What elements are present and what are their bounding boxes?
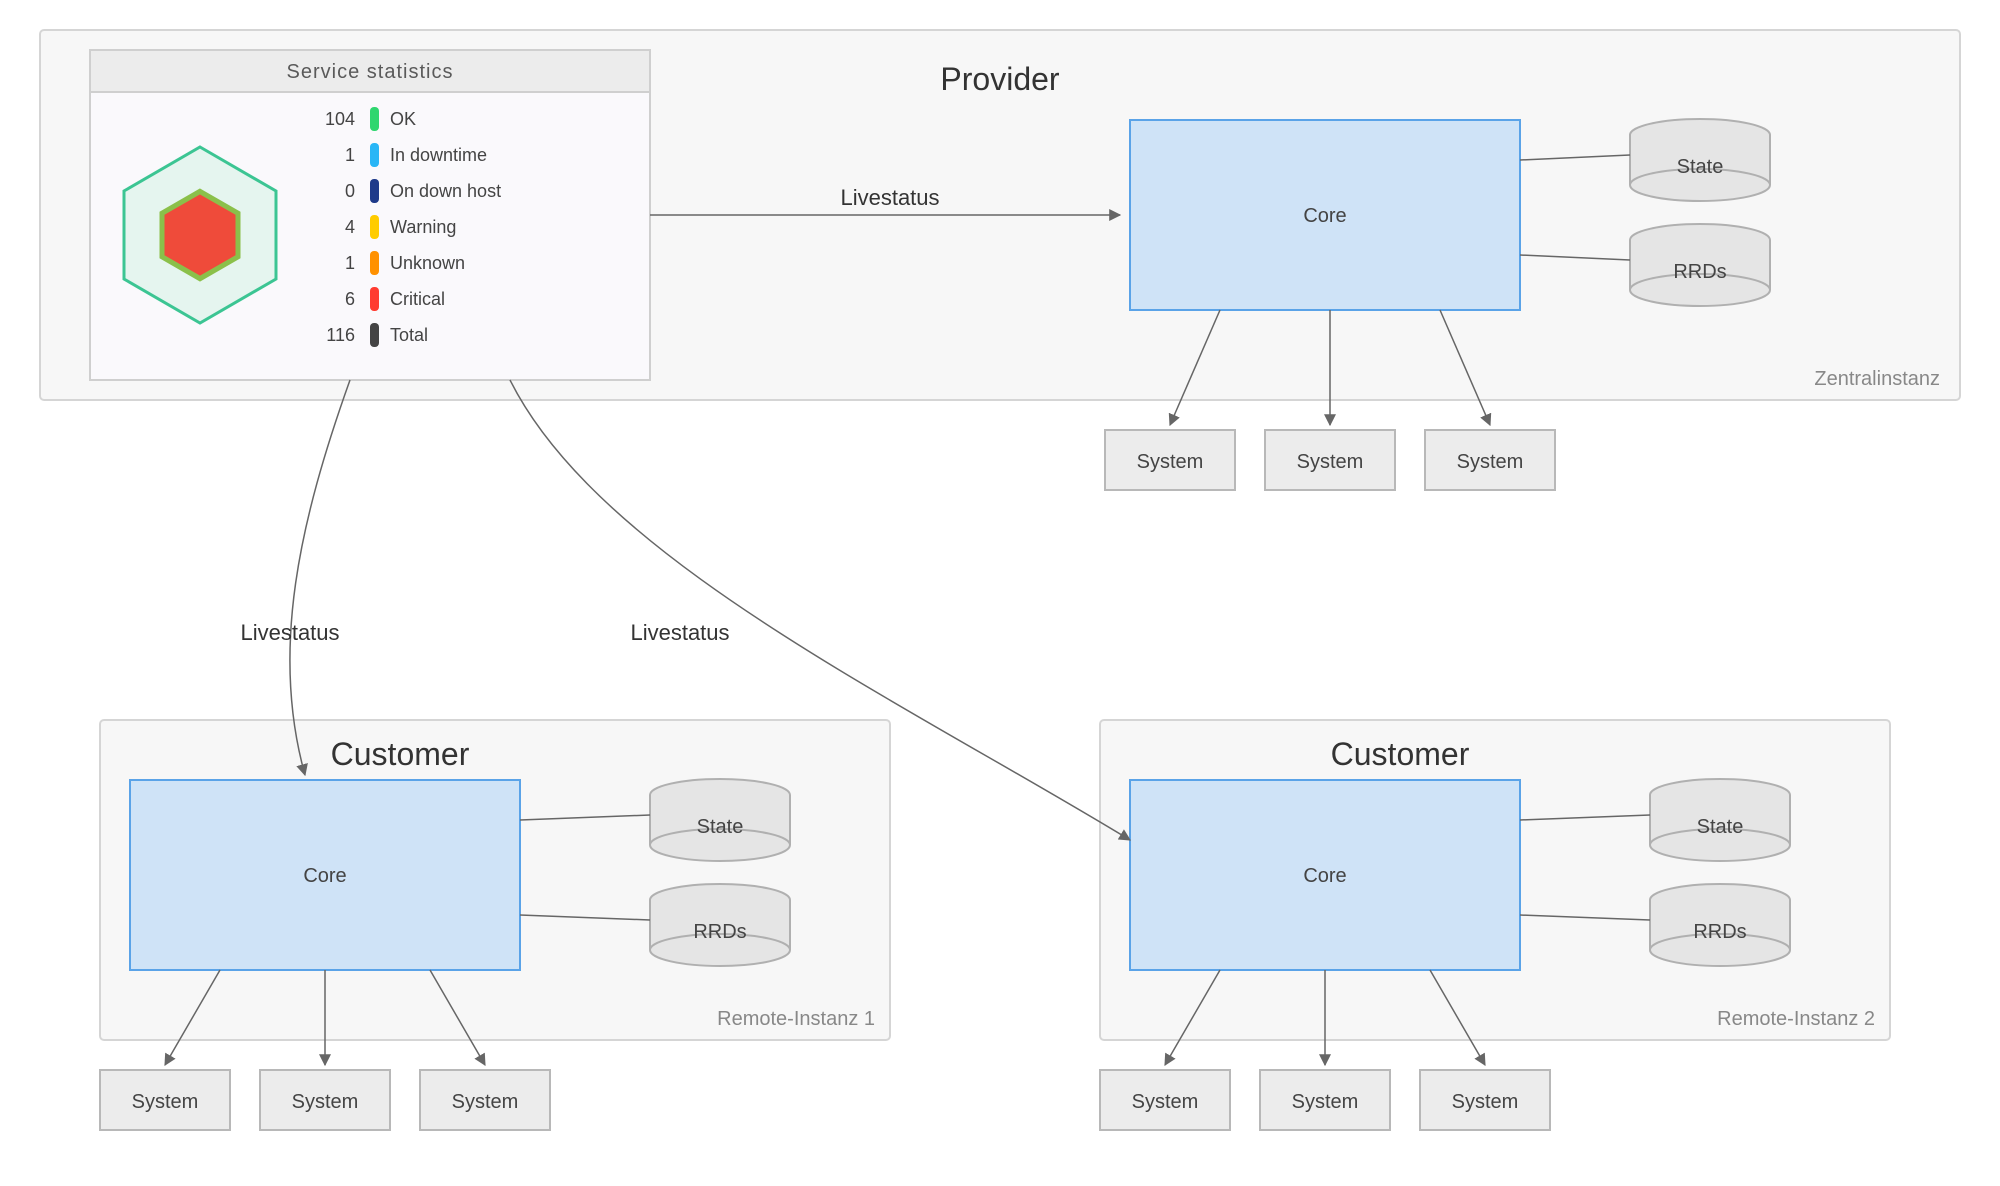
stat-label: In downtime (390, 145, 487, 165)
svg-text:State: State (1697, 816, 1744, 838)
customer1-db-state: State (650, 779, 790, 861)
stat-color-pill (370, 143, 379, 167)
svg-text:System: System (1297, 451, 1364, 473)
stat-color-pill (370, 215, 379, 239)
stats-panel-title: Service statistics (287, 61, 454, 83)
customer1-title: Customer (331, 736, 470, 772)
stat-label: Total (390, 325, 428, 345)
stat-count: 104 (325, 109, 355, 129)
svg-text:RRDs: RRDs (1693, 921, 1746, 943)
svg-text:System: System (452, 1091, 519, 1113)
customer2-db-rrds: RRDs (1650, 884, 1790, 966)
provider-db-rrds: RRDs (1630, 224, 1770, 306)
stats-panel: Service statistics 104 OK 1 In downtime 0 On … (90, 50, 650, 380)
stat-count: 6 (345, 289, 355, 309)
stat-color-pill (370, 287, 379, 311)
customer1-db-rrds: RRDs (650, 884, 790, 966)
svg-text:System: System (1137, 451, 1204, 473)
stat-color-pill (370, 107, 379, 131)
provider-footer: Zentralinstanz (1814, 368, 1940, 390)
stat-color-pill (370, 179, 379, 203)
svg-text:Core: Core (1303, 865, 1346, 887)
svg-text:RRDs: RRDs (1673, 261, 1726, 283)
edge-label-ls-cust1: Livestatus (240, 620, 339, 645)
stat-count: 116 (326, 325, 355, 345)
provider-core-label: Core (1303, 205, 1346, 227)
stat-label: OK (390, 109, 416, 129)
svg-text:System: System (132, 1091, 199, 1113)
stat-label: Critical (390, 289, 445, 309)
provider-title: Provider (940, 61, 1060, 97)
customer2-systems: System System System (1100, 1070, 1550, 1130)
customer2-db-state: State (1650, 779, 1790, 861)
stat-color-pill (370, 323, 379, 347)
stat-label: Warning (390, 217, 456, 237)
svg-text:State: State (1677, 156, 1724, 178)
edge-label-ls-cust2: Livestatus (630, 620, 729, 645)
provider-db-state: State (1630, 119, 1770, 201)
customer1-systems: System System System (100, 1070, 550, 1130)
stat-count: 0 (345, 181, 355, 201)
customer2-footer: Remote-Instanz 2 (1717, 1008, 1875, 1030)
edge-stats-to-customer1 (290, 380, 350, 775)
stat-color-pill (370, 251, 379, 275)
architecture-diagram: Provider Zentralinstanz Service statisti… (0, 0, 2000, 1186)
svg-text:System: System (1452, 1091, 1519, 1113)
svg-text:System: System (292, 1091, 359, 1113)
svg-text:State: State (697, 816, 744, 838)
stat-count: 4 (345, 217, 355, 237)
edge-label-ls-provider: Livestatus (840, 185, 939, 210)
svg-text:System: System (1457, 451, 1524, 473)
customer1-footer: Remote-Instanz 1 (717, 1008, 875, 1030)
svg-text:RRDs: RRDs (693, 921, 746, 943)
svg-text:System: System (1292, 1091, 1359, 1113)
svg-text:Core: Core (303, 865, 346, 887)
stat-label: Unknown (390, 253, 465, 273)
customer2-title: Customer (1331, 736, 1470, 772)
provider-systems: System System System (1105, 430, 1555, 490)
stat-count: 1 (345, 145, 355, 165)
svg-text:System: System (1132, 1091, 1199, 1113)
stat-count: 1 (345, 253, 355, 273)
stat-label: On down host (390, 181, 501, 201)
